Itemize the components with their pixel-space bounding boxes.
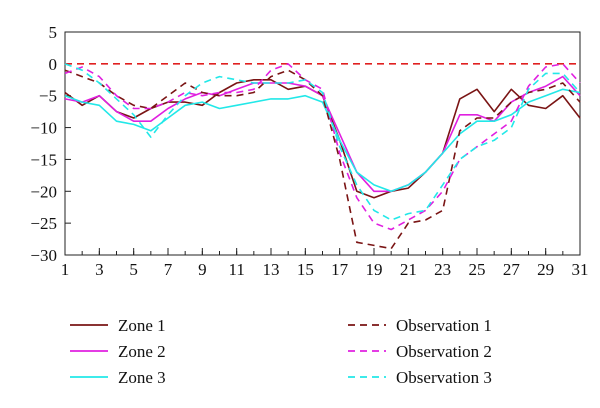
legend-label-observation-3: Observation 3 bbox=[396, 368, 492, 387]
legend-label-zone-2: Zone 2 bbox=[118, 342, 166, 361]
x-tick-label: 7 bbox=[164, 260, 173, 279]
x-tick-label: 29 bbox=[537, 260, 554, 279]
series-line-observation-3 bbox=[64, 63, 581, 221]
x-tick-label: 23 bbox=[434, 260, 451, 279]
x-tick-label: 13 bbox=[263, 260, 280, 279]
x-tick-label: 31 bbox=[572, 260, 589, 279]
series-line-observation-2 bbox=[64, 63, 581, 231]
y-tick-label: −10 bbox=[30, 119, 57, 138]
x-tick-label: 5 bbox=[129, 260, 138, 279]
legend-label-zone-3: Zone 3 bbox=[118, 368, 166, 387]
y-tick-label: 5 bbox=[49, 23, 58, 42]
y-tick-label: 0 bbox=[49, 55, 58, 74]
legend-label-zone-1: Zone 1 bbox=[118, 316, 166, 335]
series-line-observation-1 bbox=[64, 69, 581, 250]
y-tick-label: −20 bbox=[30, 182, 57, 201]
x-tick-label: 1 bbox=[61, 260, 70, 279]
y-tick-label: −25 bbox=[30, 214, 57, 233]
x-tick-label: 19 bbox=[366, 260, 383, 279]
x-tick-label: 27 bbox=[503, 260, 521, 279]
x-tick-label: 11 bbox=[228, 260, 244, 279]
y-tick-label: −15 bbox=[30, 150, 57, 169]
plot-frame bbox=[64, 31, 581, 256]
x-tick-label: 15 bbox=[297, 260, 314, 279]
legend-label-observation-2: Observation 2 bbox=[396, 342, 492, 361]
axes: 50−5−10−15−20−25−301 3 5 7 9 11 13 15 17 19 21 23 25… bbox=[30, 23, 588, 279]
series-layer bbox=[64, 63, 581, 250]
series-line-zone-3 bbox=[64, 88, 581, 193]
x-tick-label: 21 bbox=[400, 260, 417, 279]
x-tick-label: 25 bbox=[469, 260, 486, 279]
y-tick-label: −30 bbox=[30, 246, 57, 265]
x-tick-label: 3 bbox=[95, 260, 104, 279]
y-tick-label: −5 bbox=[39, 87, 57, 106]
legend-label-observation-1: Observation 1 bbox=[396, 316, 492, 335]
legend: Zone 1 Zone 2 Zone 3 Observation 1 Observati… bbox=[70, 316, 492, 387]
x-tick-label: 17 bbox=[331, 260, 349, 279]
x-tick-label: 9 bbox=[198, 260, 207, 279]
